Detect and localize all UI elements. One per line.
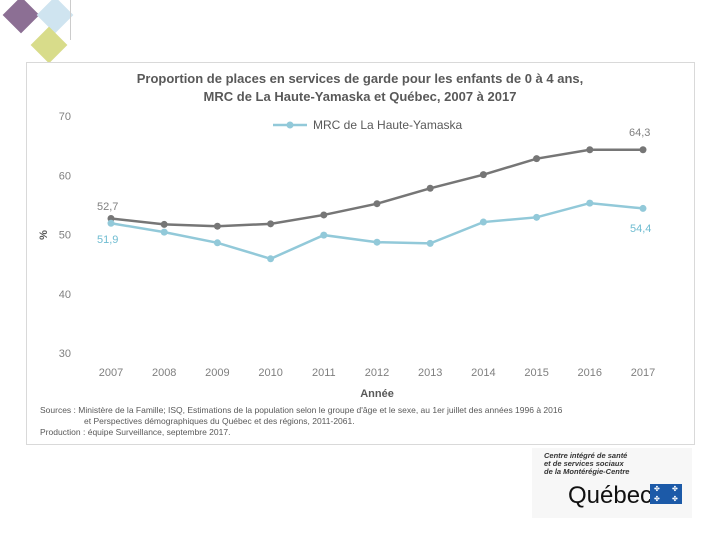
x-tick-2017: 2017 — [631, 367, 655, 379]
x-tick-2008: 2008 — [152, 367, 176, 379]
production-line: Production : équipe Surveillance, septem… — [40, 427, 231, 437]
decorative-diamond-purple — [2, 0, 40, 34]
legend-label: MRC de La Haute-Yamaska — [313, 118, 463, 132]
point-quebec-2017 — [639, 146, 647, 154]
y-tick-40: 40 — [59, 289, 71, 301]
x-tick-labels: 2007 2008 2009 2010 2011 2012 2013 2014 2015 2016… — [99, 367, 655, 379]
label-mrc-2017: 54,4 — [630, 223, 651, 235]
point-mrc-2009 — [213, 239, 221, 247]
logo-subtitle: Centre intégré de santé et de services s… — [544, 451, 630, 476]
y-tick-labels: 30 40 50 60 70 — [59, 111, 71, 360]
x-tick-2010: 2010 — [258, 367, 282, 379]
label-quebec-2017: 64,3 — [629, 127, 650, 139]
cisss-logo: Centre intégré de santé et de services s… — [532, 448, 692, 518]
label-quebec-2007: 52,7 — [97, 201, 118, 213]
chart-sources-note: Sources : Ministère de la Famille; ISQ, … — [40, 405, 680, 438]
decorative-diamond-blue — [36, 0, 74, 34]
chart-title-line1: Proportion de places en services de gard… — [137, 71, 584, 86]
y-axis-title: % — [38, 230, 50, 240]
point-mrc-2017 — [639, 204, 647, 212]
x-tick-2013: 2013 — [418, 367, 442, 379]
x-tick-2016: 2016 — [578, 367, 602, 379]
point-quebec-2015 — [533, 155, 541, 163]
x-tick-2011: 2011 — [312, 367, 336, 379]
point-quebec-2011 — [320, 211, 328, 219]
point-quebec-2016 — [586, 146, 594, 154]
x-tick-2012: 2012 — [365, 367, 389, 379]
point-quebec-2012 — [373, 200, 381, 208]
y-tick-30: 30 — [59, 348, 71, 360]
series-layer — [107, 146, 647, 263]
y-tick-70: 70 — [59, 111, 71, 123]
chart-title-line2: MRC de La Haute-Yamaska et Québec, 2007 … — [204, 89, 517, 104]
label-mrc-2007: 51,9 — [97, 234, 118, 246]
point-mrc-2010 — [267, 255, 275, 263]
point-mrc-2007 — [107, 219, 115, 227]
sources-line-1: Sources : Ministère de la Famille; ISQ, … — [40, 405, 563, 415]
y-tick-60: 60 — [59, 170, 71, 182]
point-quebec-2010 — [267, 220, 275, 228]
series-line-mrc — [110, 201, 644, 261]
chart-frame: Proportion de places en services de gard… — [26, 62, 695, 445]
point-quebec-2013 — [426, 184, 434, 192]
point-mrc-2011 — [320, 231, 328, 239]
line-chart: Proportion de places en services de gard… — [38, 71, 655, 400]
sources-line-2: et Perspectives démographiques du Québec… — [84, 416, 355, 426]
point-quebec-2009 — [213, 222, 221, 230]
logo-wordmark: Québec — [568, 482, 653, 509]
x-tick-2015: 2015 — [524, 367, 548, 379]
point-quebec-2014 — [479, 171, 487, 179]
legend: MRC de La Haute-Yamaska — [273, 118, 463, 132]
x-tick-2009: 2009 — [205, 367, 229, 379]
point-mrc-2016 — [586, 199, 594, 207]
point-mrc-2008 — [160, 228, 168, 236]
series-line-quebec — [110, 148, 643, 228]
point-mrc-2014 — [479, 218, 487, 226]
point-quebec-2008 — [160, 220, 168, 228]
x-axis-title: Année — [360, 388, 394, 400]
point-mrc-2012 — [373, 238, 381, 246]
x-tick-2007: 2007 — [99, 367, 123, 379]
legend-marker — [286, 121, 294, 129]
decorative-divider — [70, 0, 71, 40]
point-mrc-2015 — [533, 213, 541, 221]
quebec-flag-icon: ✤ ✤ ✤ ✤ — [650, 484, 682, 504]
y-tick-50: 50 — [59, 230, 71, 242]
point-mrc-2013 — [426, 239, 434, 247]
decorative-diamond-green — [30, 26, 68, 64]
x-tick-2014: 2014 — [471, 367, 495, 379]
